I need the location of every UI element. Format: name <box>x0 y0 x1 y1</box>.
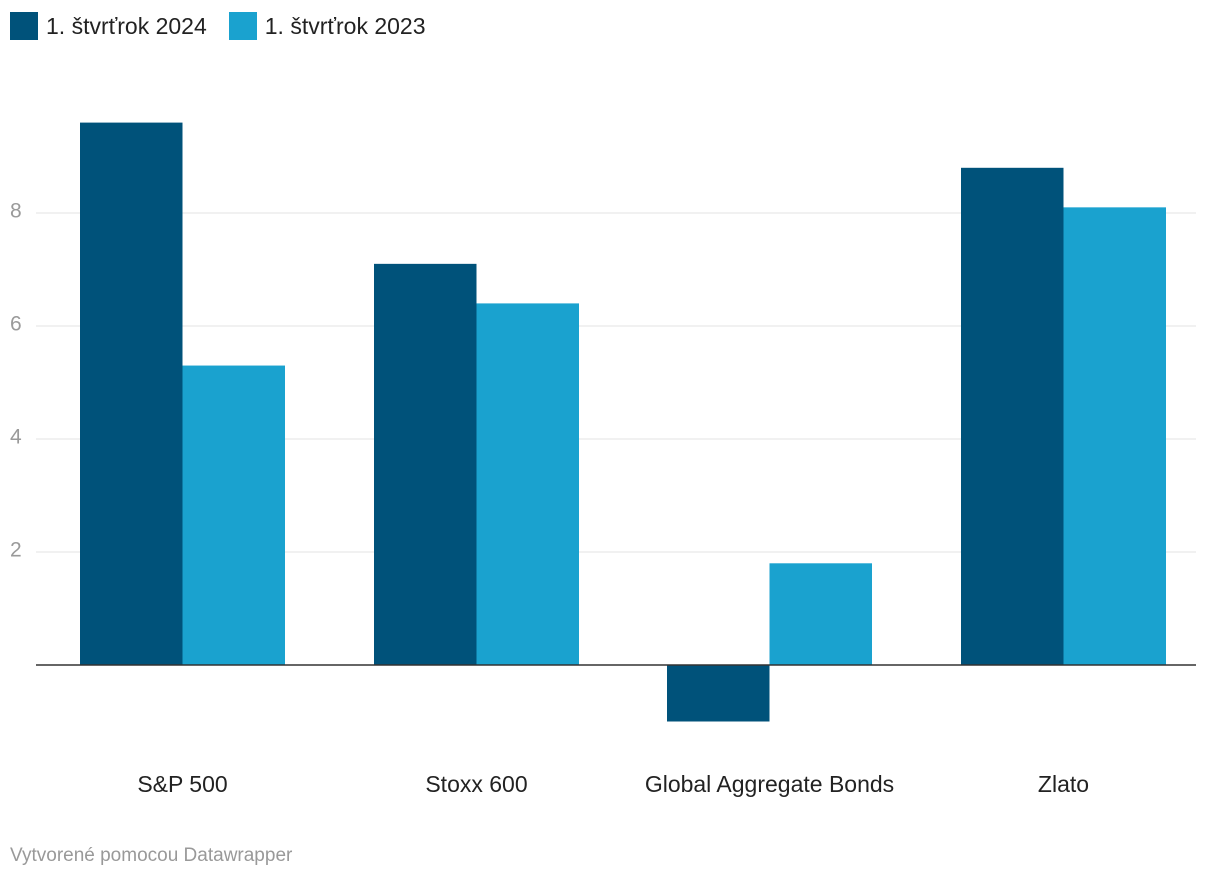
y-tick-label: 8 <box>10 200 22 223</box>
bar <box>80 122 183 666</box>
x-category-label: Zlato <box>1038 771 1089 797</box>
y-tick-label: 4 <box>10 426 22 449</box>
legend-item-2023: 1. štvrťrok 2023 <box>228 12 426 40</box>
y-tick-label: 6 <box>10 313 22 336</box>
bar <box>182 365 285 665</box>
y-tick-label: 2 <box>10 539 22 562</box>
legend-label-2023: 1. štvrťrok 2023 <box>264 12 426 39</box>
legend-label-2024: 1. štvrťrok 2024 <box>46 12 207 39</box>
bar <box>374 263 477 665</box>
bar <box>769 563 872 665</box>
legend-swatch-2024 <box>10 12 38 40</box>
legend: 1. štvrťrok 2024 1. štvrťrok 2023 <box>10 12 448 40</box>
bar <box>476 303 579 665</box>
legend-item-2024: 1. štvrťrok 2024 <box>10 12 207 40</box>
legend-swatch-2023 <box>228 12 257 40</box>
x-category-label: S&P 500 <box>137 771 227 797</box>
bar <box>961 167 1064 666</box>
bar <box>1063 207 1166 665</box>
bar <box>667 665 770 722</box>
x-category-label: Global Aggregate Bonds <box>645 771 894 797</box>
x-category-label: Stoxx 600 <box>425 771 527 797</box>
chart-credit: Vytvorené pomocou Datawrapper <box>10 845 293 866</box>
